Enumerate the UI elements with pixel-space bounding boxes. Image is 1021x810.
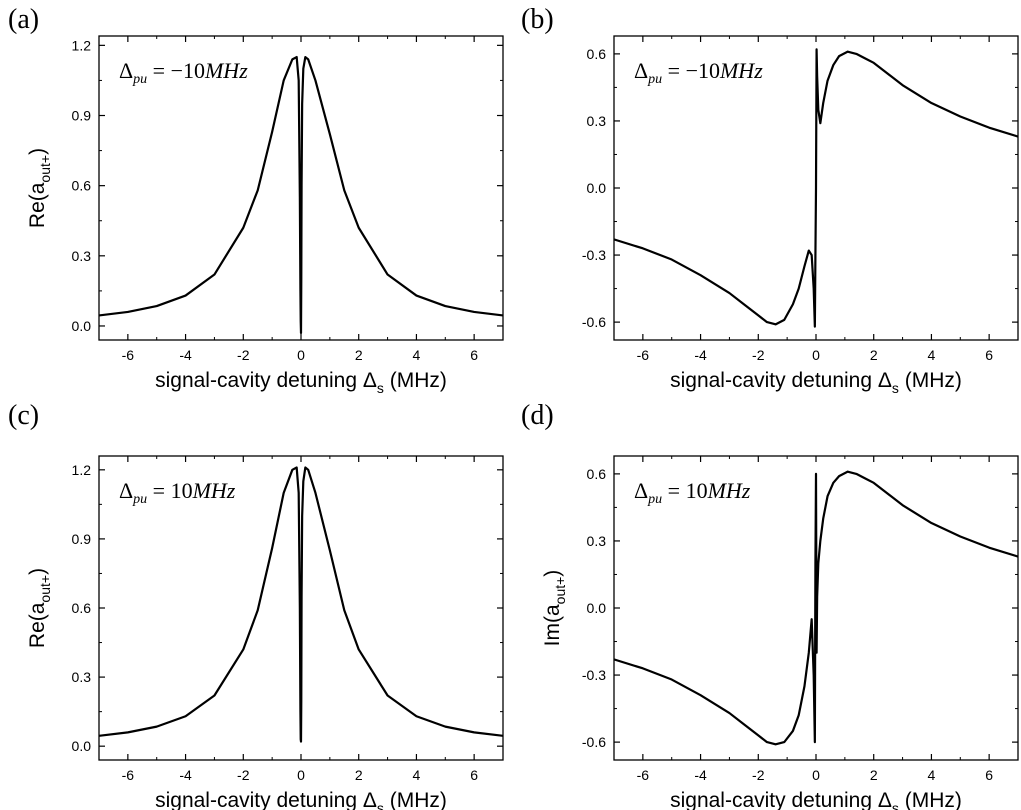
x-tick-label: 6 <box>985 767 993 783</box>
panel-label: (a) <box>8 4 39 35</box>
series-line <box>614 48 1018 328</box>
y-axis-label: Im(aout+) <box>541 570 568 647</box>
panel-a: (a) -6 -4 -2 0 2 4 6 0.0 0.3 0.6 0.9 1.2 signal-cavit… <box>8 4 504 396</box>
x-axis-label: signal-cavity detuning Δs (MHz) <box>670 369 962 396</box>
y-tick-label: 0.0 <box>72 318 92 334</box>
x-tick-label: 0 <box>297 767 305 783</box>
y-tick-label: 0.6 <box>72 178 92 194</box>
panel-label: (b) <box>521 4 554 35</box>
x-axis-label: signal-cavity detuning Δs (MHz) <box>155 789 447 810</box>
y-axis-label: Re(aout+) <box>26 148 53 228</box>
y-tick-label: 0.3 <box>587 113 607 129</box>
x-tick-label: -2 <box>752 767 765 783</box>
annotation-detuning: Δpu = −10MHz <box>634 58 763 87</box>
y-tick-label: 0.6 <box>587 46 607 62</box>
x-tick-label: -4 <box>179 767 192 783</box>
x-tick-label: -4 <box>179 347 192 363</box>
series-line <box>614 470 1018 746</box>
y-tick-label: 0.3 <box>72 669 92 685</box>
y-tick-label: -0.6 <box>582 734 606 750</box>
x-tick-label: -2 <box>237 347 250 363</box>
x-tick-label: 2 <box>355 767 363 783</box>
x-tick-label: 4 <box>413 767 421 783</box>
y-tick-label: -0.6 <box>582 314 606 330</box>
panel-d: (d) -6 -4 -2 0 2 4 6 -0.6 -0.3 0.0 0.3 0.6 signal-cav… <box>521 400 1019 810</box>
annotation-detuning: Δpu = 10MHz <box>634 478 751 507</box>
x-tick-label: 4 <box>413 347 421 363</box>
x-tick-label: 2 <box>870 767 878 783</box>
x-tick-label: 0 <box>812 347 820 363</box>
series-line <box>99 466 503 743</box>
x-tick-label: -4 <box>694 347 707 363</box>
panel-label: (c) <box>8 400 39 431</box>
x-tick-label: -6 <box>122 767 135 783</box>
annotation-detuning: Δpu = −10MHz <box>119 58 248 87</box>
y-axis-label: Re(aout+) <box>26 568 53 648</box>
y-tick-label: 0.9 <box>72 531 92 547</box>
y-tick-label: 0.9 <box>72 108 92 124</box>
x-tick-label: -6 <box>637 347 650 363</box>
series-line <box>99 55 503 335</box>
x-tick-label: 0 <box>297 347 305 363</box>
x-tick-label: -4 <box>694 767 707 783</box>
x-tick-label: -2 <box>752 347 765 363</box>
panel-c: (c) -6 -4 -2 0 2 4 6 0.0 0.3 0.6 0.9 1.2 signal-cavit… <box>8 400 504 810</box>
x-tick-label: 4 <box>928 767 936 783</box>
y-tick-label: -0.3 <box>582 247 606 263</box>
y-tick-label: 1.2 <box>72 37 92 53</box>
x-tick-label: 0 <box>812 767 820 783</box>
y-tick-label: 0.0 <box>587 600 607 616</box>
x-tick-label: 2 <box>870 347 878 363</box>
y-tick-label: 0.6 <box>72 600 92 616</box>
y-tick-label: 0.3 <box>587 533 607 549</box>
y-tick-label: -0.3 <box>582 667 606 683</box>
x-tick-label: -6 <box>122 347 135 363</box>
x-axis-label: signal-cavity detuning Δs (MHz) <box>670 789 962 810</box>
x-tick-label: 2 <box>355 347 363 363</box>
y-tick-label: 0.0 <box>587 180 607 196</box>
x-tick-label: 6 <box>985 347 993 363</box>
panel-b: (b) -6 -4 -2 0 2 4 6 -0.6 -0.3 0.0 0.3 0.6 signal-cav… <box>521 4 1019 396</box>
panel-label: (d) <box>521 400 554 431</box>
x-tick-label: 6 <box>470 767 478 783</box>
x-tick-label: 4 <box>928 347 936 363</box>
y-tick-label: 0.0 <box>72 738 92 754</box>
y-tick-label: 0.3 <box>72 248 92 264</box>
x-tick-label: -6 <box>637 767 650 783</box>
annotation-detuning: Δpu = 10MHz <box>119 478 236 507</box>
x-tick-label: -2 <box>237 767 250 783</box>
y-tick-label: 0.6 <box>587 466 607 482</box>
x-axis-label: signal-cavity detuning Δs (MHz) <box>155 369 447 396</box>
y-tick-label: 1.2 <box>72 462 92 478</box>
x-tick-label: 6 <box>470 347 478 363</box>
